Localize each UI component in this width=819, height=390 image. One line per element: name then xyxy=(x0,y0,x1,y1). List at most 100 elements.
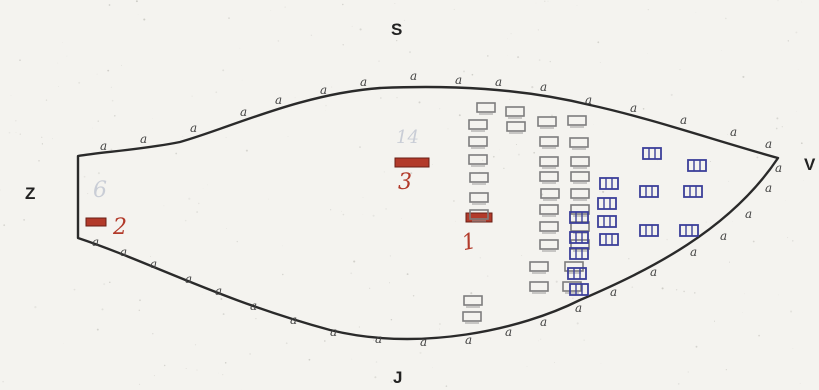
boundary-tick-letter: a xyxy=(775,161,782,175)
paper-speck xyxy=(383,171,385,173)
paper-speck xyxy=(409,51,411,54)
blue-marker xyxy=(567,267,587,280)
paper-speck xyxy=(220,298,223,300)
paper-speck xyxy=(670,93,673,96)
paper-speck xyxy=(38,159,40,162)
paper-speck xyxy=(331,86,333,88)
paper-speck xyxy=(705,221,707,223)
paper-speck xyxy=(811,165,814,168)
paper-speck xyxy=(107,69,110,72)
paper-speck xyxy=(8,131,11,134)
gray-marker xyxy=(539,239,559,250)
paper-speck xyxy=(184,219,187,222)
paper-speck xyxy=(73,288,76,291)
paper-speck xyxy=(198,202,200,205)
paper-speck xyxy=(389,255,392,257)
paper-speck xyxy=(83,175,86,178)
paper-speck xyxy=(651,269,653,271)
paper-speck xyxy=(222,374,224,376)
paper-speck xyxy=(191,95,193,97)
paper-speck xyxy=(787,237,789,239)
paper-speck xyxy=(544,0,546,2)
paper-speck xyxy=(471,73,474,76)
paper-speck xyxy=(222,313,225,316)
paper-speck xyxy=(284,6,286,8)
paper-speck xyxy=(114,115,116,117)
paper-speck xyxy=(110,86,113,88)
paper-speck xyxy=(732,221,733,222)
boundary-tick-letter: a xyxy=(240,105,247,119)
paper-speck xyxy=(323,340,326,342)
paper-speck xyxy=(463,70,465,73)
paper-speck xyxy=(675,289,678,291)
gray-marker xyxy=(505,106,525,117)
paper-speck xyxy=(342,213,345,216)
paper-speck xyxy=(728,261,731,263)
paper-speck xyxy=(282,273,284,276)
paper-speck xyxy=(638,269,640,271)
paper-speck xyxy=(790,310,793,313)
boundary-tick-letter: a xyxy=(120,245,127,259)
paper-speck xyxy=(510,33,512,35)
blue-marker xyxy=(569,231,589,244)
paper-speck xyxy=(752,240,755,243)
paper-speck xyxy=(78,81,81,84)
paper-speck xyxy=(777,0,779,2)
faint-mark-left: 6 xyxy=(93,178,107,203)
boundary-tick-letter: a xyxy=(215,284,222,298)
paper-speck xyxy=(533,151,536,154)
paper-speck xyxy=(175,152,178,155)
paper-speck xyxy=(599,62,601,63)
paper-speck xyxy=(359,146,361,148)
gray-marker xyxy=(469,209,489,220)
paper-speck xyxy=(287,136,289,137)
paper-speck xyxy=(445,385,448,387)
paper-speck xyxy=(163,364,166,367)
paper-speck xyxy=(202,188,204,189)
paper-speck xyxy=(2,380,4,383)
paper-speck xyxy=(225,227,227,229)
boundary-tick-letter: a xyxy=(575,301,582,315)
compass-east-label: V xyxy=(804,155,816,174)
boundary-tick-letter: a xyxy=(730,125,737,139)
paper-speck xyxy=(776,117,779,120)
boundary-tick-letter: a xyxy=(100,139,107,153)
blue-marker xyxy=(597,197,617,210)
paper-speck xyxy=(103,283,106,286)
paper-speck xyxy=(110,148,113,151)
paper-speck xyxy=(236,240,238,243)
paper-speck xyxy=(245,149,248,152)
paper-speck xyxy=(255,317,257,320)
paper-speck xyxy=(713,320,716,322)
boundary-tick-letter: a xyxy=(720,229,727,243)
paper-speck xyxy=(359,28,362,31)
paper-speck xyxy=(108,4,111,6)
compass-north-label: S xyxy=(391,20,403,39)
gray-marker xyxy=(539,136,559,147)
paper-speck xyxy=(308,358,311,361)
boundary-tick-letter: a xyxy=(92,235,99,249)
paper-speck xyxy=(285,342,288,345)
paper-speck xyxy=(394,3,396,4)
blue-marker xyxy=(639,185,659,198)
paper-speck xyxy=(597,41,600,44)
paper-speck xyxy=(677,383,680,385)
paper-speck xyxy=(725,17,727,20)
paper-speck xyxy=(153,375,155,377)
paper-speck xyxy=(52,138,53,140)
paper-speck xyxy=(182,136,184,137)
paper-speck xyxy=(239,47,241,49)
boundary-tick-letter: a xyxy=(540,80,547,94)
paper-speck xyxy=(10,95,12,97)
paper-speck xyxy=(486,275,489,277)
boundary-tick-letter: a xyxy=(290,313,297,327)
gray-marker xyxy=(570,171,590,182)
boundary-tick-letter: a xyxy=(190,121,197,135)
paper-speck xyxy=(432,164,433,165)
paper-speck xyxy=(521,255,523,256)
paper-speck xyxy=(797,68,799,70)
paper-speck xyxy=(201,294,203,295)
paper-speck xyxy=(517,56,520,59)
